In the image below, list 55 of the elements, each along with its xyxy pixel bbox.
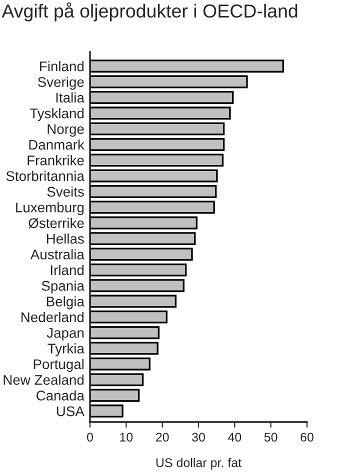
x-tick-label: 40 (228, 432, 242, 442)
y-tick-label: Danmark (29, 139, 84, 150)
chart-title: Avgift på oljeprodukter i OECD-land (2, 2, 298, 22)
y-tick-label: Canada (36, 390, 84, 401)
bar (90, 373, 144, 386)
bar (90, 75, 248, 88)
y-tick-label: Hellas (46, 234, 84, 244)
x-tick-label: 10 (120, 432, 133, 442)
bar (90, 169, 218, 182)
y-tick-label: Luxemburg (16, 202, 84, 216)
bar (90, 232, 196, 246)
bar (90, 90, 234, 104)
y-tick-label: Irland (50, 264, 84, 276)
y-tick-label: Portugal (34, 358, 84, 372)
x-tick-label: 0 (87, 432, 93, 442)
bar (90, 310, 168, 324)
y-tick-label: Norge (48, 124, 84, 137)
bar (90, 404, 124, 418)
y-tick-label: Tyrkia (48, 343, 84, 356)
bar (90, 248, 193, 261)
y-tick-label: Australia (30, 249, 84, 260)
bar (90, 263, 187, 276)
y-tick-label: Nederland (22, 312, 84, 322)
bar (90, 122, 225, 136)
bar (90, 185, 217, 198)
y-tick-label: New Zealand (4, 374, 84, 385)
y-tick-label: Tyskland (30, 108, 84, 122)
y-tick-label: Italia (56, 92, 84, 103)
y-tick-label: Frankrike (28, 155, 84, 166)
bar (90, 358, 151, 370)
bar (90, 279, 185, 292)
bar (90, 342, 158, 355)
x-tick-label: 60 (300, 432, 314, 442)
bar (90, 326, 160, 340)
bar (90, 106, 231, 120)
y-tick-label: Spania (42, 280, 84, 294)
y-tick-label: Finland (40, 61, 84, 72)
bar (90, 154, 224, 167)
y-tick-label: Østerrike (28, 218, 84, 228)
bar (90, 138, 225, 151)
y-tick-label: Belgia (46, 296, 84, 310)
bar (90, 216, 198, 230)
bar (90, 294, 177, 308)
bar (90, 200, 215, 214)
y-tick-label: Sveits (47, 186, 84, 197)
bar (90, 60, 284, 73)
x-tick-label: 50 (264, 432, 278, 442)
y-tick-label: Storbritannia (6, 170, 84, 182)
y-tick-label: Sverige (38, 76, 84, 90)
bar (90, 388, 140, 402)
y-tick-label: USA (56, 406, 84, 416)
x-tick-label: 20 (156, 432, 169, 442)
x-axis-title: US dollar pr. fat (156, 458, 242, 470)
x-tick-label: 30 (192, 432, 205, 442)
y-tick-label: Japan (46, 328, 84, 341)
